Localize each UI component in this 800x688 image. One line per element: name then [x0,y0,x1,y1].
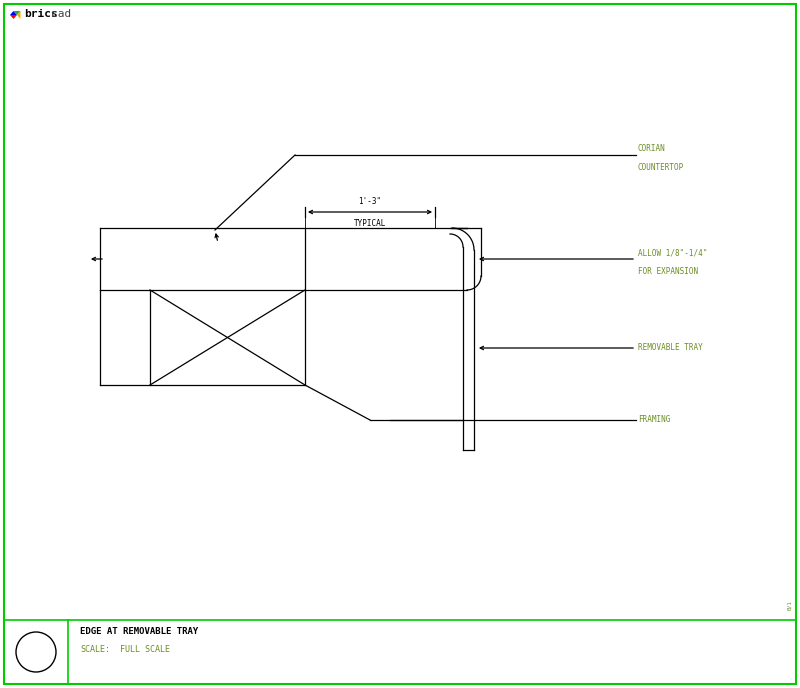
Text: CORIAN: CORIAN [638,144,666,153]
Text: cad: cad [51,9,71,19]
Text: FOR EXPANSION: FOR EXPANSION [638,267,698,276]
Text: SCALE:: SCALE: [80,645,110,654]
Text: B/1: B/1 [787,600,792,610]
Text: ALLOW 1/8"-1/4": ALLOW 1/8"-1/4" [638,248,707,257]
Text: REMOVABLE TRAY: REMOVABLE TRAY [638,343,702,352]
Text: FULL SCALE: FULL SCALE [120,645,170,654]
Text: EDGE AT REMOVABLE TRAY: EDGE AT REMOVABLE TRAY [80,627,198,636]
Text: TYPICAL: TYPICAL [354,219,386,228]
Text: brics: brics [24,9,58,19]
Text: 1'-3": 1'-3" [358,197,382,206]
Polygon shape [10,11,17,15]
Bar [100,228,467,290]
Text: COUNTERTOP: COUNTERTOP [638,163,684,172]
Polygon shape [10,15,17,19]
Polygon shape [17,11,21,19]
Text: FRAMING: FRAMING [638,416,670,424]
Polygon shape [14,11,21,15]
